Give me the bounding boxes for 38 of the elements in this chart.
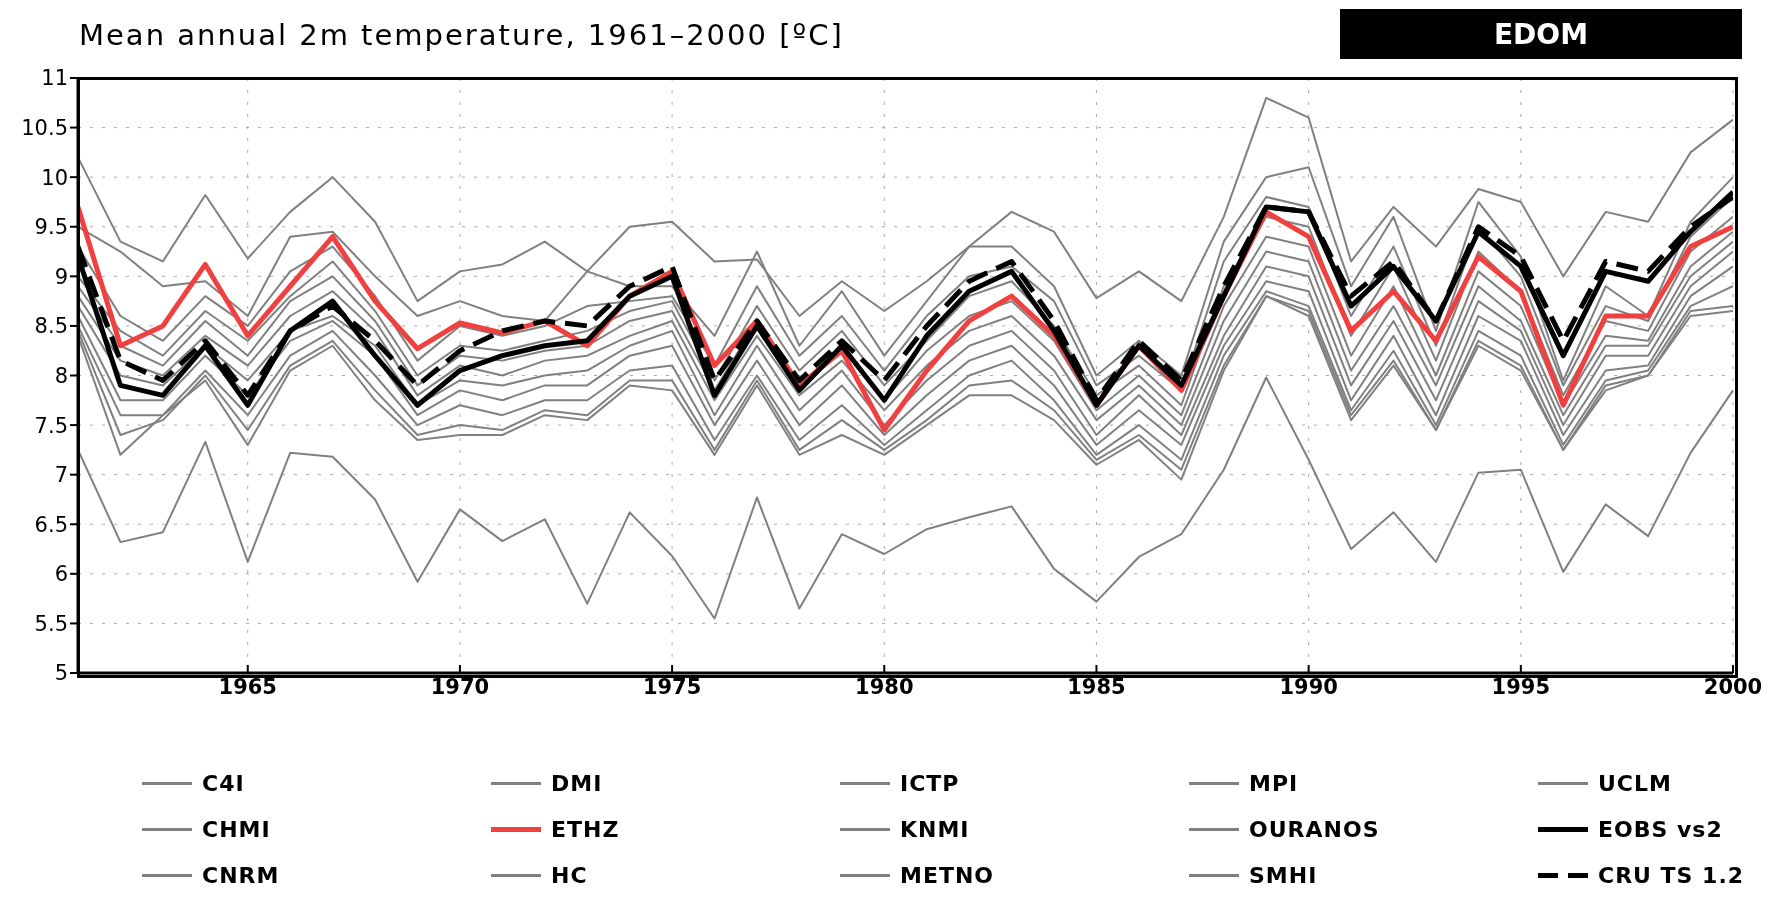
x-tick-label: 1970 xyxy=(430,674,490,699)
y-tick-label: 6 xyxy=(54,562,68,587)
legend-label: CNRM xyxy=(202,862,280,888)
y-tick-label: 7 xyxy=(54,463,68,488)
legend-label: KNMI xyxy=(900,816,970,842)
legend-label: EOBS vs2 xyxy=(1598,816,1723,842)
y-tick-label: 10.5 xyxy=(21,116,68,141)
y-tick-label: 7.5 xyxy=(34,413,68,438)
y-tick-label: 11 xyxy=(41,66,68,91)
x-tick-label: 1965 xyxy=(218,674,277,699)
legend-label: CHMI xyxy=(202,816,271,842)
y-tick-label: 5 xyxy=(54,661,68,686)
legend-label: CRU TS 1.2 xyxy=(1598,862,1745,888)
x-tick-label: 1980 xyxy=(855,674,914,699)
legend-label: ICTP xyxy=(900,770,960,796)
y-tick-label: 6.5 xyxy=(34,512,68,537)
legend-label: UCLM xyxy=(1598,770,1672,796)
x-tick-label: 1995 xyxy=(1491,674,1551,699)
y-tick-label: 8.5 xyxy=(34,314,68,339)
x-tick-label: 1990 xyxy=(1279,674,1338,699)
x-tick-label: 1975 xyxy=(642,674,702,699)
legend-label: METNO xyxy=(900,862,995,888)
y-tick-label: 9 xyxy=(54,264,68,289)
y-tick-label: 10 xyxy=(41,165,68,190)
legend-label: DMI xyxy=(551,770,603,796)
legend-label: ETHZ xyxy=(551,816,620,842)
y-tick-label: 9.5 xyxy=(34,215,68,240)
y-tick-label: 8 xyxy=(54,363,68,388)
legend-label: OURANOS xyxy=(1249,816,1380,842)
legend-label: HC xyxy=(551,862,588,888)
legend-label: C4I xyxy=(202,770,245,796)
y-tick-label: 5.5 xyxy=(34,611,68,636)
x-tick-label: 2000 xyxy=(1703,674,1763,699)
x-tick-label: 1985 xyxy=(1067,674,1126,699)
legend-label: MPI xyxy=(1249,770,1299,796)
legend-label: SMHI xyxy=(1249,862,1318,888)
chart-title: Mean annual 2m temperature, 1961–2000 [ºC] xyxy=(79,18,844,52)
chart-subtitle: EDOM xyxy=(1340,9,1742,59)
